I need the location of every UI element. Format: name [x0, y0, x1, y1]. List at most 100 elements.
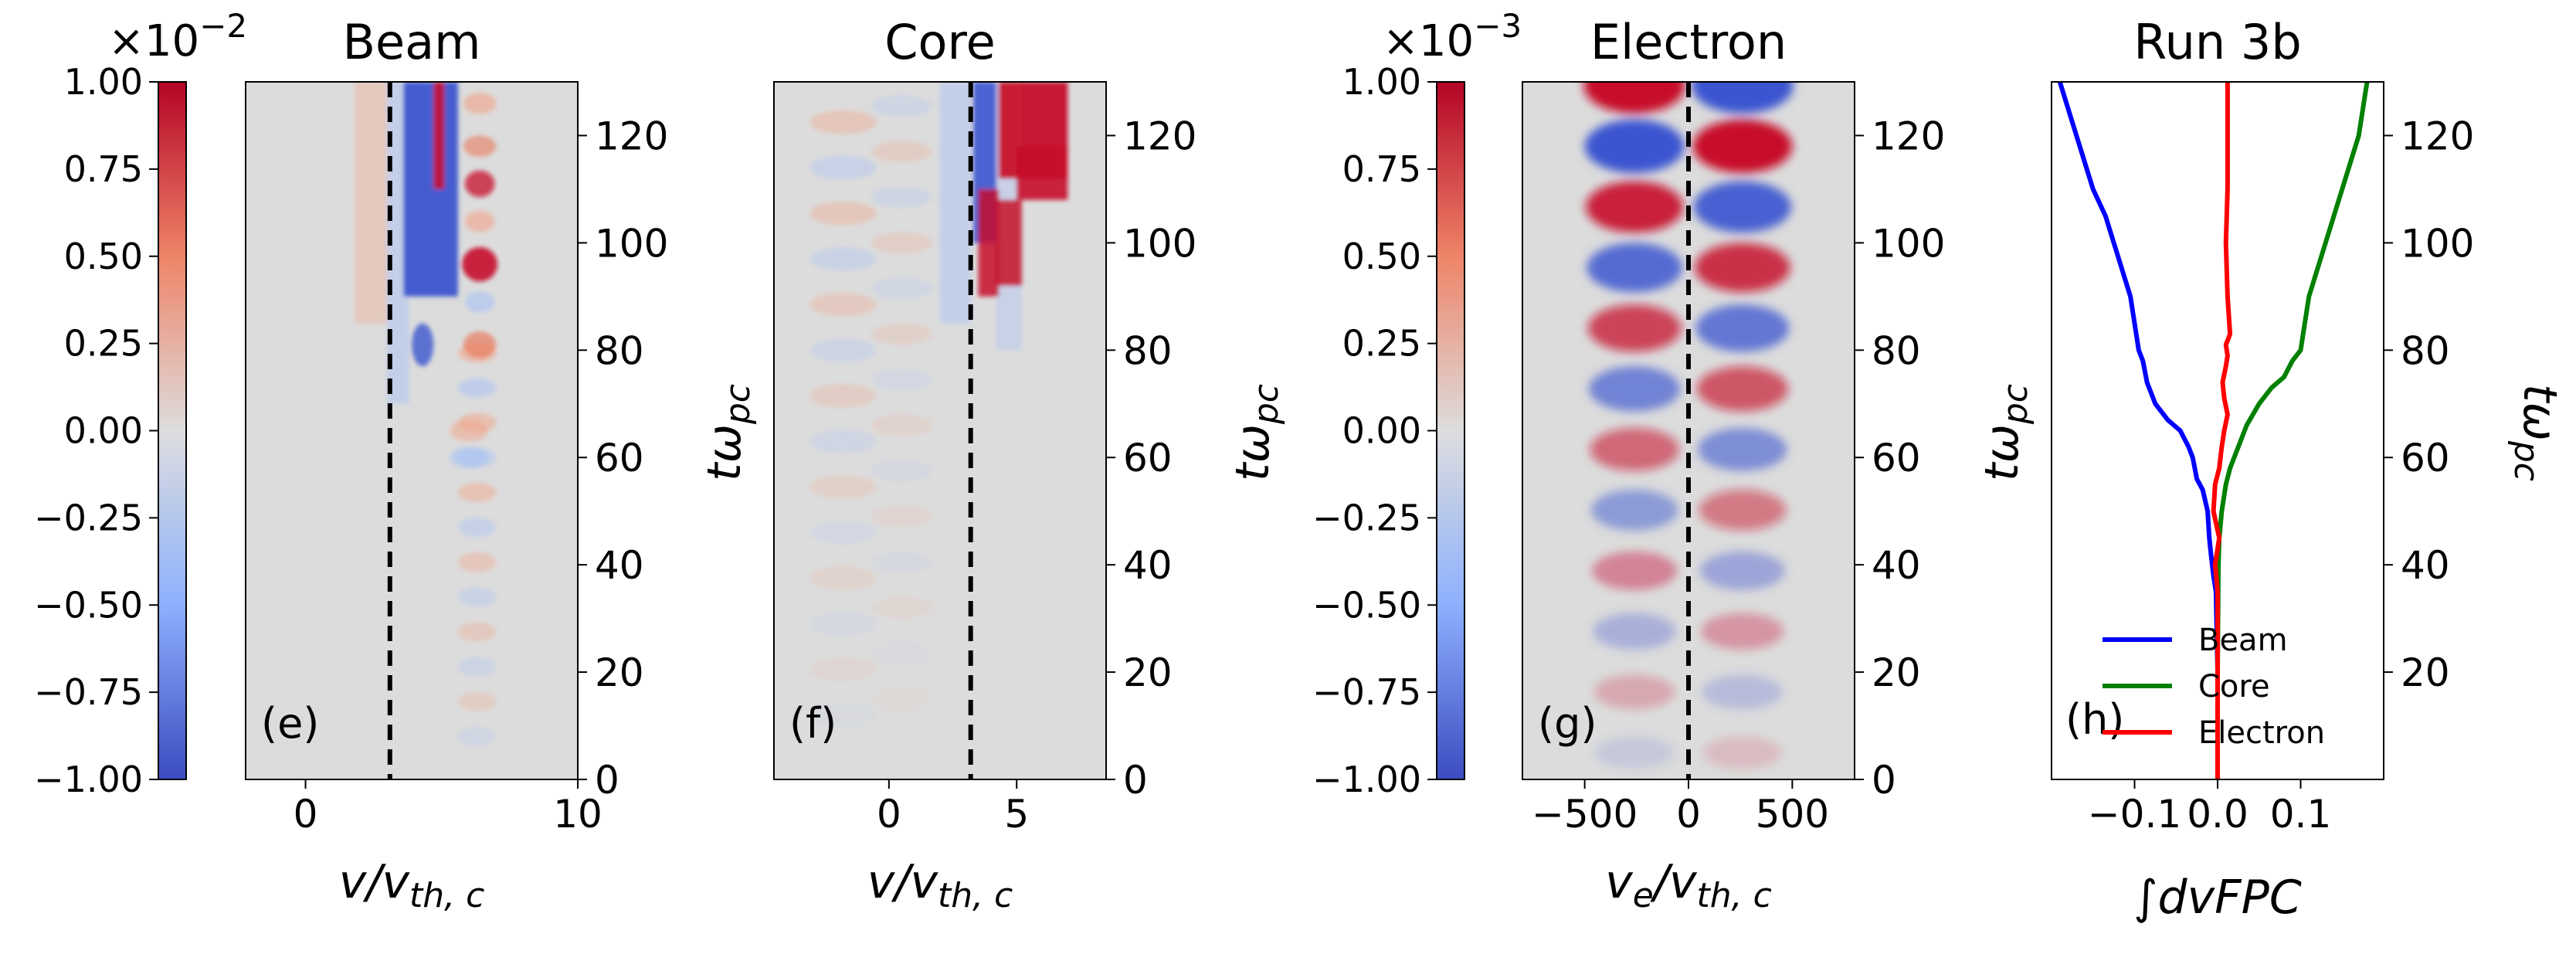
colorbar-tick-label: 0.00 [1342, 410, 1421, 452]
y-tick-label: 80 [595, 328, 644, 373]
y-tick-label: 100 [2401, 221, 2474, 266]
heatmap-cell [809, 612, 877, 636]
colorbar-tick-label: −0.25 [34, 497, 143, 538]
core-ylabel: tωpc [1226, 384, 1286, 481]
heatmap-cell [1696, 366, 1788, 412]
y-tick-label: 40 [2401, 543, 2450, 588]
heatmap-cell [1695, 304, 1790, 352]
y-tick-label: 100 [1123, 221, 1196, 266]
heatmap-cell [457, 622, 497, 642]
beam-ylabel: tωpc [697, 384, 758, 481]
y-tick-label: 0 [595, 758, 619, 803]
heatmap-cell [1589, 366, 1681, 412]
heatmap-cell [1590, 489, 1678, 531]
colorbar-2-gradient [1436, 81, 1465, 780]
heatmap-cell [871, 687, 933, 710]
heatmap-cell [1699, 489, 1787, 531]
heatmap-cell [871, 551, 933, 573]
y-tick-label: 120 [1872, 114, 1945, 158]
heatmap-cell [1692, 82, 1794, 114]
y-tick-label: 40 [595, 543, 644, 588]
run3b-legend: Beam Core Electron [2103, 623, 2325, 751]
x-tick-label: 0 [1676, 792, 1701, 837]
heatmap-cell [809, 292, 877, 317]
colorbar-tick-label: 0.75 [1342, 148, 1421, 190]
heatmap-cell [464, 170, 495, 198]
core-panel-label: (f) [789, 699, 837, 748]
run3b-title: Run 3b [2133, 14, 2301, 70]
panel-electron: Electron (g) ve/vth, c −500 0 500 0 20 40 60 8… [1522, 14, 2035, 915]
heatmap-cell [1587, 243, 1682, 293]
heatmap-cell [450, 419, 488, 442]
heatmap-cell [412, 323, 434, 367]
heatmap-cell [464, 210, 495, 233]
heatmap-cell [463, 135, 497, 158]
heatmap-cell [809, 110, 877, 134]
heatmap-cell [457, 482, 497, 502]
heatmap-cell [809, 201, 877, 226]
y-tick-label: 60 [2401, 436, 2450, 480]
heatmap-cell [1698, 428, 1787, 471]
heatmap-cell [457, 587, 497, 607]
colorbar-2: ×10−3 1.00 0.75 0.50 0.25 0.00 −0.25 −0.50 −0.7… [1312, 7, 1522, 800]
colorbar-1: ×10−2 1.00 0.75 0.50 0.25 0.00 −0.25 −0.50 −0.7… [34, 7, 247, 800]
series-line-beam [2057, 82, 2220, 779]
heatmap-cell [1693, 181, 1792, 233]
beam-frame [245, 81, 579, 780]
heatmap-cell [450, 446, 488, 469]
x-tick-label: 0.1 [2270, 792, 2332, 837]
y-tick-label: 60 [1123, 436, 1173, 480]
colorbar-tick-label: −0.75 [1312, 671, 1421, 713]
colorbar-tick-label: 0.25 [64, 323, 143, 365]
heatmap-cell [809, 384, 877, 408]
panel-run3b: Run 3b (h) ∫dvFPC −0.1 0.0 0.1 20 40 60 80 100… [2051, 14, 2567, 925]
series-line-core [2215, 82, 2370, 779]
y-tick-label: 20 [2401, 650, 2450, 695]
colorbar-tick-label: −0.25 [1312, 497, 1421, 538]
heatmap-cell [871, 596, 933, 619]
heatmap-cell [457, 657, 497, 677]
heatmap-cell [871, 95, 933, 117]
heatmap-cell [978, 188, 1000, 297]
heatmap-cell [871, 186, 933, 209]
electron-panel-label: (g) [1538, 699, 1597, 748]
x-tick-label: 0 [294, 792, 318, 837]
heatmap-cell [809, 657, 877, 681]
heatmap-cell [809, 566, 877, 590]
heatmap-cell [1702, 674, 1784, 710]
colorbar-1-gradient [158, 81, 187, 780]
y-tick-label: 100 [595, 221, 668, 266]
colorbar-tick-label: −0.50 [34, 584, 143, 626]
heatmap-cell [457, 726, 497, 746]
y-tick-label: 80 [1872, 328, 1921, 373]
heatmap-cell [403, 82, 458, 297]
colorbar-tick-label: 0.75 [64, 148, 143, 190]
heatmap-cell [1702, 736, 1782, 769]
heatmap-cell [1584, 119, 1685, 174]
heatmap-cell [433, 82, 445, 189]
colorbar-tick-label: 0.25 [1342, 323, 1421, 365]
heatmap-cell [462, 246, 498, 282]
panel-core: Core (f) v/vth, c 0 5 0 20 40 60 80 100 120 tωp… [773, 14, 1286, 915]
y-tick-label: 0 [1123, 758, 1148, 803]
heatmap-cell [871, 141, 933, 163]
heatmap-cell [1592, 551, 1678, 590]
heatmap-cell [457, 552, 497, 572]
heatmap-cell [457, 378, 497, 398]
heatmap-cell [871, 414, 933, 436]
run3b-ylabel: tωpc [2506, 384, 2567, 481]
colorbar-tick-label: 0.00 [64, 410, 143, 452]
y-tick-label: 40 [1872, 543, 1921, 588]
heatmap-cell [809, 338, 877, 362]
beam-title: Beam [342, 14, 480, 70]
x-tick-label: 500 [1756, 792, 1829, 837]
heatmap-cell [871, 505, 933, 528]
heatmap-cell [809, 703, 877, 727]
heatmap-cell [1701, 613, 1784, 650]
colorbar-tick-label: 0.50 [64, 236, 143, 277]
x-tick-label: −0.1 [2088, 792, 2181, 837]
x-tick-label: 0 [877, 792, 901, 837]
y-tick-label: 0 [1872, 758, 1896, 803]
heatmap-cell [1583, 82, 1685, 114]
